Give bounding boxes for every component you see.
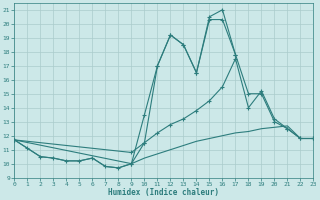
X-axis label: Humidex (Indice chaleur): Humidex (Indice chaleur) [108,188,220,197]
